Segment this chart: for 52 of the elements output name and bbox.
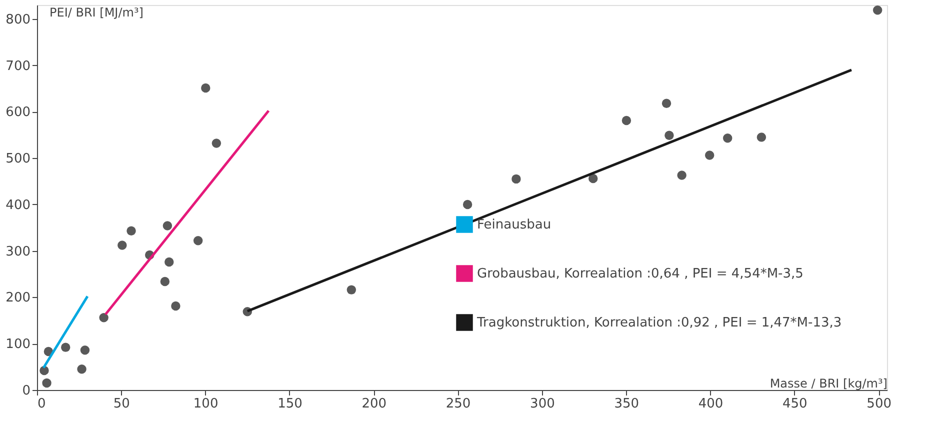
x-tick-label: 50 [113, 396, 130, 412]
point [512, 174, 521, 184]
x-tick-label: 450 [782, 396, 808, 412]
point [346, 285, 356, 294]
point [722, 134, 732, 143]
y-axis-title: PEI/ BRI [MJ/m³] [50, 6, 144, 20]
point [664, 130, 674, 140]
point [462, 200, 472, 210]
y-tick-label: 600 [6, 105, 30, 120]
point [662, 98, 672, 108]
y-tick-label: 800 [6, 12, 30, 28]
point [193, 236, 203, 246]
point [42, 378, 52, 388]
y-tick-label: 400 [6, 198, 30, 213]
x-tick-label: 500 [866, 396, 892, 412]
point [126, 226, 136, 236]
x-tick-label: 300 [530, 396, 555, 412]
point [160, 276, 170, 286]
x-tick-label: 400 [698, 396, 724, 412]
point [872, 6, 882, 15]
x-tick-label: 150 [278, 396, 302, 412]
legend-label: Grobausbau, Korrealation :0,64 , PEI = 4,54*M-3,5 [477, 266, 804, 282]
x-tick-label: 0 [38, 396, 46, 412]
y-tick-label: 200 [6, 290, 30, 306]
point [80, 346, 90, 355]
point [99, 313, 108, 322]
x-tick-label: 250 [446, 396, 471, 412]
point [756, 132, 766, 142]
legend-label: Feinausbau [477, 218, 552, 232]
point [77, 364, 86, 374]
y-tick-label: 0 [22, 384, 30, 398]
point [588, 174, 598, 184]
point [40, 366, 49, 376]
point [704, 150, 714, 160]
legend-label: Tragkonstruktion, Korrealation :0,92 , PEI = 1,47*M-13,3 [476, 316, 842, 330]
x-tick-label: 200 [362, 396, 387, 412]
point [677, 170, 686, 180]
point [212, 138, 222, 148]
point [201, 83, 210, 93]
point [171, 301, 180, 311]
x-tick-label: 350 [614, 396, 640, 412]
point [61, 342, 70, 352]
x-axis-title: Masse / BRI [kg/m³] [770, 376, 888, 390]
point [622, 116, 632, 126]
x-tick-label: 100 [193, 396, 218, 412]
y-tick-label: 500 [6, 152, 30, 167]
y-tick-label: 100 [6, 337, 30, 352]
point [162, 221, 172, 230]
point [118, 240, 127, 250]
y-tick-label: 300 [6, 244, 30, 260]
point [164, 257, 174, 267]
y-tick-label: 700 [6, 58, 30, 74]
